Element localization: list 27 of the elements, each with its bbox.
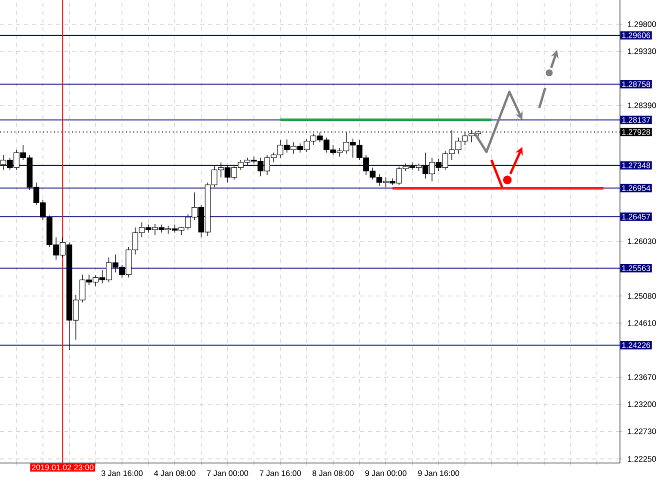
y-tick-label: 1.29330 (628, 48, 656, 54)
x-tick-label: 9 Jan 00:00 (365, 470, 406, 476)
y-tick-label: 1.26030 (628, 238, 656, 244)
x-tick-label: 8 Jan 08:00 (312, 470, 354, 476)
x-tick-label: 3 Jan 16:00 (101, 470, 143, 476)
y-tick-label: 1.22730 (628, 428, 656, 434)
y-tick-label: 1.25080 (628, 293, 656, 299)
y-tick-label: 1.23670 (628, 374, 656, 380)
ref-line-label: 1.26457 (622, 214, 650, 220)
y-tick-label: 1.28390 (628, 102, 656, 108)
x-tick-label: 4 Jan 08:00 (154, 470, 196, 476)
y-tick-label: 1.22250 (628, 456, 656, 462)
x-tick-label: 7 Jan 00:00 (207, 470, 248, 476)
ref-line-label: 1.26954 (622, 185, 650, 191)
x-tick-label: 2019.01.02 23:00 (32, 464, 94, 470)
y-tick-label: 1.23200 (628, 401, 656, 408)
ref-line-label: 1.28137 (622, 117, 650, 123)
ref-line-label: 1.25563 (622, 265, 650, 272)
ref-line-label: 1.24226 (622, 342, 650, 348)
ref-line-label: 1.28758 (622, 81, 650, 88)
ref-line-label: 1.29606 (622, 32, 650, 38)
x-tick-label: 9 Jan 16:00 (418, 470, 460, 476)
x-tick-label: 7 Jan 16:00 (260, 470, 301, 476)
ref-line-label: 1.27928 (622, 129, 650, 135)
ref-line-label: 1.27348 (622, 162, 650, 168)
y-tick-label: 1.24610 (628, 320, 656, 326)
y-tick-label: 1.29800 (628, 21, 656, 28)
